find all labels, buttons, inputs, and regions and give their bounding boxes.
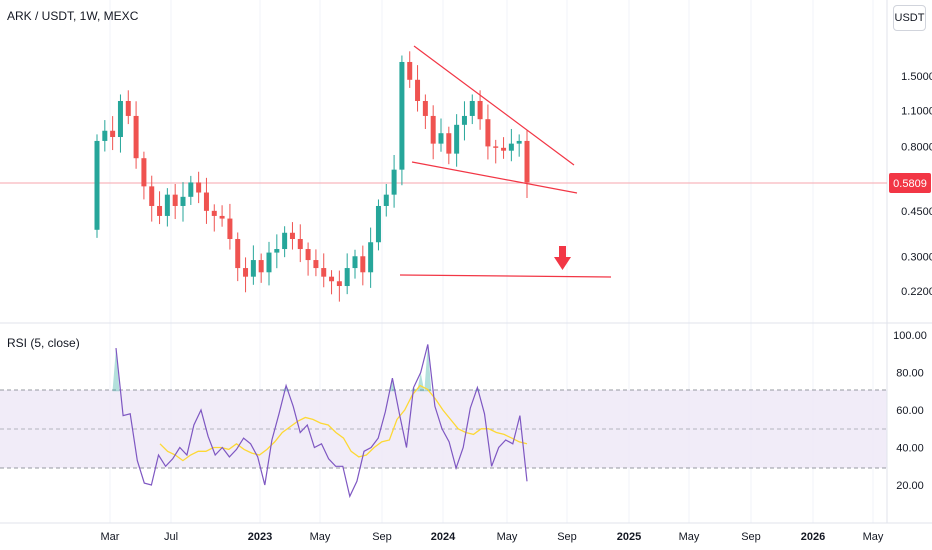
wedge-drawing[interactable] [399, 45, 612, 278]
time-tick-label: May [863, 531, 884, 543]
time-tick-label: Sep [741, 531, 761, 543]
candle-body [157, 205, 163, 216]
rsi-tick-label: 100.00 [893, 330, 927, 342]
time-tick-label: Sep [557, 531, 577, 543]
candle-body [274, 249, 280, 253]
price-tick-label: 0.4500 [901, 206, 932, 218]
rsi-axis[interactable]: 100.00 80.00 60.00 40.00 20.00 [893, 330, 927, 492]
candle-body [344, 268, 350, 287]
candle-body [454, 124, 460, 154]
price-tick-label: 1.5000 [901, 71, 932, 83]
candle-body [243, 268, 249, 277]
candle-body [485, 119, 491, 147]
candle-body [422, 100, 428, 116]
down-arrow-icon[interactable] [554, 246, 571, 270]
candle-body [508, 143, 514, 151]
time-axis[interactable]: Mar Jul 2023 May Sep 2024 May Sep 2025 May Sep 2026… [101, 531, 884, 543]
symbol-title[interactable]: ARK / USDT, 1W, MEXC [7, 9, 139, 23]
time-tick-label: 2023 [248, 531, 272, 543]
target-line[interactable] [399, 274, 612, 278]
candle-body [446, 133, 452, 154]
candle-body [360, 256, 366, 273]
candle-body [94, 140, 100, 230]
price-axis[interactable]: 1.5000 1.1000 0.8000 0.4500 0.3000 0.2200 [901, 71, 932, 298]
time-tick-label: Jul [164, 531, 178, 543]
rsi-tick-label: 80.00 [896, 368, 924, 380]
candle-body [141, 158, 147, 187]
candle-body [203, 192, 209, 211]
candle-body [336, 281, 342, 287]
candle-body [102, 130, 108, 141]
candle-body [399, 61, 405, 170]
candle-body [125, 100, 131, 116]
candle-body [352, 256, 358, 269]
candle-body [297, 238, 303, 250]
candle-body [235, 238, 241, 269]
rsi-indicator-label[interactable]: RSI (5, close) [7, 336, 80, 350]
candle-body [368, 242, 374, 273]
candle-body [282, 232, 288, 250]
candle-body [117, 100, 123, 138]
wedge-lower-line[interactable] [411, 161, 578, 194]
candle-body [375, 205, 381, 243]
candle-body [461, 115, 467, 125]
time-tick-label: 2024 [431, 531, 456, 543]
time-tick-label: May [679, 531, 700, 543]
candle-body [493, 146, 499, 148]
candle-body [415, 79, 421, 101]
candle-body [188, 182, 194, 197]
time-tick-label: 2025 [617, 531, 641, 543]
current-price-label: 0.5809 [893, 178, 927, 190]
candle-body [321, 268, 327, 277]
candle-body [133, 115, 139, 159]
candle-body [196, 182, 202, 193]
candles [94, 51, 530, 302]
price-tick-label: 0.8000 [901, 141, 932, 153]
candle-body [180, 196, 186, 206]
candle-body [313, 260, 319, 269]
candle-body [266, 252, 272, 273]
candle-body [250, 260, 256, 277]
candle-body [430, 115, 436, 144]
candle-body [501, 147, 507, 151]
candle-body [258, 260, 264, 273]
candle-body [149, 186, 155, 206]
candle-body [305, 249, 311, 261]
candle-body [438, 133, 444, 144]
candle-body [469, 100, 475, 116]
unit-button[interactable]: USDT [893, 5, 926, 31]
price-tick-label: 1.1000 [901, 106, 932, 118]
candle-body [516, 140, 522, 144]
time-tick-label: Mar [101, 531, 120, 543]
candle-body [477, 100, 483, 120]
current-price-badge [889, 173, 931, 193]
rsi-tick-label: 60.00 [896, 405, 924, 417]
candle-body [164, 194, 170, 216]
candle-body [329, 276, 335, 282]
wedge-upper-line[interactable] [413, 45, 575, 166]
candle-body [110, 130, 116, 138]
candle-body [383, 194, 389, 206]
time-tick-label: May [497, 531, 518, 543]
candle-body [219, 215, 225, 219]
rsi-tick-label: 20.00 [896, 480, 924, 492]
candle-body [227, 218, 233, 239]
rsi-line [115, 344, 528, 499]
candle-body [211, 210, 217, 216]
candle-body [289, 232, 295, 239]
candle-body [172, 194, 178, 206]
candle-body [391, 169, 397, 195]
price-tick-label: 0.3000 [901, 251, 932, 263]
price-tick-label: 0.2200 [901, 286, 932, 298]
candle-body [407, 61, 413, 80]
rsi-tick-label: 40.00 [896, 443, 924, 455]
time-tick-label: Sep [372, 531, 392, 543]
time-tick-label: 2026 [801, 531, 825, 543]
time-tick-label: May [310, 531, 331, 543]
candle-body [524, 140, 530, 183]
